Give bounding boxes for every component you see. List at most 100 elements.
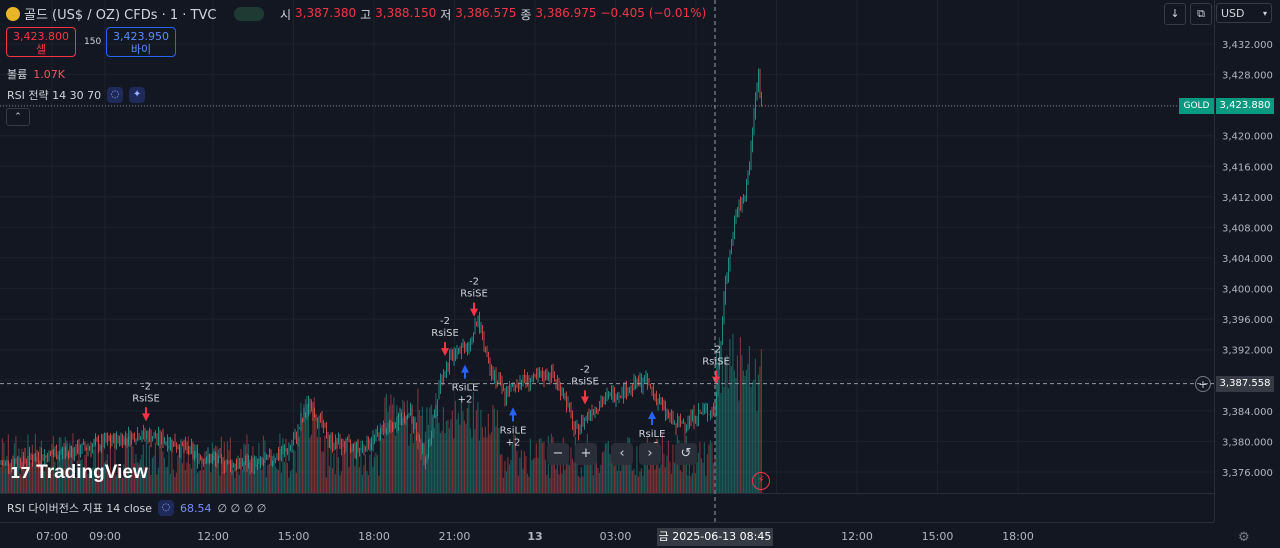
volume-bar [397, 412, 399, 493]
volume-bar [276, 468, 278, 493]
strategy-legend[interactable]: RSI 전략 14 30 70 ◌ ✦ [7, 87, 146, 103]
volume-bar [75, 477, 77, 493]
volume-bar [226, 441, 228, 493]
volume-bar [640, 468, 642, 493]
volume-bar [238, 474, 240, 493]
volume-bar [346, 439, 348, 493]
volume-bar [355, 443, 357, 493]
volume-bar [190, 468, 192, 493]
reset-chart-button[interactable]: ↺ [675, 443, 697, 465]
volume-bar [637, 476, 639, 493]
volume-bar [418, 409, 420, 493]
volume-bar [123, 464, 125, 493]
short-signal-stem [715, 370, 717, 378]
volume-bar [583, 450, 585, 493]
scroll-left-button[interactable]: ‹ [611, 443, 633, 465]
volume-bar [148, 445, 150, 493]
price-tick-label: 3,376.000 [1222, 468, 1273, 479]
volume-bar [742, 370, 744, 493]
volume-bar [453, 438, 455, 493]
ohlc-readout: 시 3,387.380 고 3,388.150 저 3,386.575 종 3,386.… [280, 6, 706, 23]
volume-bar [184, 470, 186, 493]
volume-bar [580, 466, 582, 493]
volume-bar [97, 434, 99, 493]
volume-bar [117, 464, 119, 493]
short-signal-arrow [142, 413, 150, 422]
volume-bar [636, 446, 638, 493]
volume-bar [589, 446, 591, 493]
collapse-legend-button[interactable]: ⌃ [6, 108, 30, 126]
volume-bar [52, 436, 54, 493]
volume-legend[interactable]: 볼륨 1.07K [7, 66, 65, 82]
volume-bar [658, 468, 660, 493]
volume-bar [384, 397, 386, 493]
volume-bar [544, 459, 546, 493]
crosshair-time-tag: 금 2025-06-13 08:45 [657, 528, 773, 546]
volume-bar [49, 473, 51, 493]
volume-bar [273, 453, 275, 493]
zoom-in-button[interactable]: + [575, 443, 597, 465]
rsi-divergence-legend[interactable]: RSI 다이버전스 지표 14 close ◌ 68.54 ∅ ∅ ∅ ∅ [7, 500, 266, 516]
volume-bar [280, 472, 282, 493]
buy-button[interactable]: 3,423.950 바이 [106, 27, 176, 57]
volume-bar [375, 452, 377, 493]
volume-bar [513, 434, 515, 493]
symbol-header[interactable]: 골드 (US$ / OZ) CFDs · 1 · TVC [6, 4, 265, 23]
volume-bar [751, 381, 753, 493]
volume-bar [213, 448, 215, 493]
volume-bar [76, 460, 78, 493]
flash-icon[interactable]: ⚡ [752, 472, 770, 490]
volume-bar [705, 475, 707, 493]
volume-bar [270, 456, 272, 493]
symbol-title[interactable]: 골드 (US$ / OZ) CFDs · 1 · TVC [24, 8, 217, 23]
gold-symbol-icon [6, 6, 20, 21]
volume-bar [208, 454, 210, 493]
volume-bar [19, 473, 21, 493]
fullscreen-icon[interactable]: ⧉ [1190, 3, 1212, 25]
volume-bar [759, 366, 761, 493]
volume-bar [9, 469, 11, 493]
open-value: 3,387.380 [295, 6, 357, 20]
crosshair [0, 0, 1214, 522]
price-tick-label: 3,420.000 [1222, 132, 1273, 143]
zoom-out-button[interactable]: − [547, 443, 569, 465]
volume-bar [529, 438, 531, 493]
volume-bar [282, 438, 284, 493]
volume-bar [585, 458, 587, 493]
signal-label: RsiLE [452, 383, 479, 394]
volume-bar [130, 435, 132, 493]
rsi-div-value: 68.54 [180, 501, 212, 515]
volume-bar [568, 465, 570, 493]
volume-bar [744, 375, 746, 493]
time-tick-label: 18:00 [358, 530, 390, 543]
volume-bar [237, 471, 239, 493]
volume-bar [438, 422, 440, 493]
volume-bar [165, 467, 167, 493]
volume-bar [727, 388, 729, 493]
gear-icon[interactable]: ⚙ [1238, 530, 1250, 545]
volume-bar [700, 458, 702, 493]
volume-bar [738, 400, 740, 493]
volume-bar [463, 420, 465, 493]
add-alert-icon[interactable]: + [1195, 376, 1211, 392]
volume-bar [382, 438, 384, 493]
volume-bar [271, 455, 273, 493]
volume-bar [199, 470, 201, 493]
volume-bar [327, 446, 329, 493]
time-axis[interactable]: 07:0009:0012:0015:0018:0021:001303:0006:… [36, 530, 1034, 543]
volume-bar [679, 470, 681, 493]
volume-bar [78, 444, 80, 493]
tradingview-logo[interactable]: 𝟭𝟳 TradingView [10, 462, 148, 483]
currency-select[interactable]: USD ▾ [1216, 3, 1272, 23]
volume-bar [703, 442, 705, 493]
download-icon[interactable]: ↓ [1164, 3, 1186, 25]
sparkle-icon[interactable]: ✦ [129, 87, 146, 103]
candles [0, 68, 762, 475]
scroll-right-button[interactable]: › [639, 443, 661, 465]
sell-button[interactable]: 3,423.800 셀 [6, 27, 76, 57]
volume-bar [28, 449, 30, 493]
volume-bar [624, 458, 626, 493]
volume-bar [390, 394, 392, 493]
